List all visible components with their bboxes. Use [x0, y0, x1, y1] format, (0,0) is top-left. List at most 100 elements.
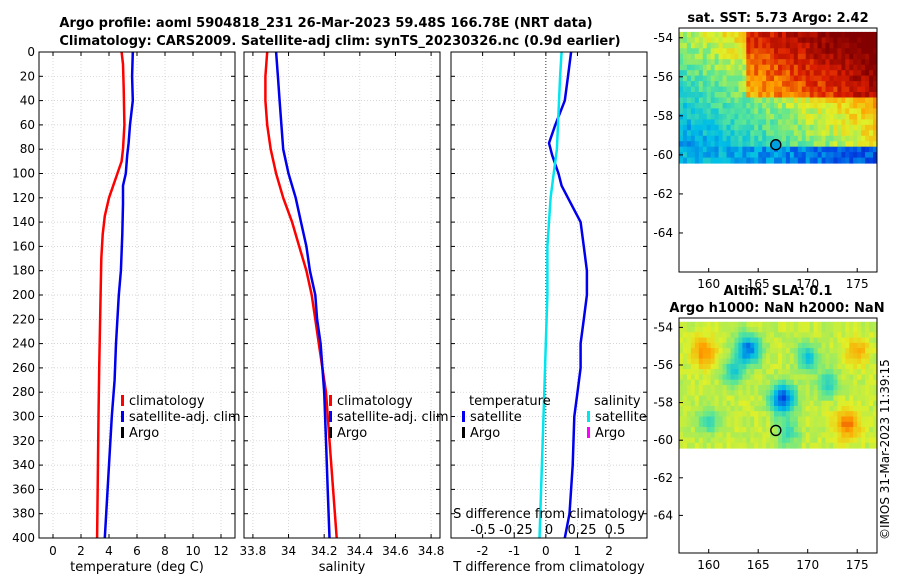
map-cell [726, 321, 731, 328]
map-cell [718, 342, 724, 349]
map-cell [694, 53, 700, 60]
legend-title-temperature: temperature [469, 394, 551, 409]
map-cell [698, 342, 704, 349]
map-cell [797, 337, 803, 344]
map-cell [702, 390, 708, 396]
map-cell [762, 337, 767, 344]
map-cell [805, 86, 811, 93]
series-line-climatology [95, 51, 126, 539]
map-cell [821, 384, 827, 391]
map-cell [861, 92, 866, 98]
map-cell [833, 135, 838, 142]
map-cell [813, 421, 819, 428]
map-cell [813, 113, 819, 120]
map-cell [778, 86, 783, 93]
map-cell [778, 400, 783, 407]
map-cell [873, 342, 878, 349]
map-cell [837, 442, 842, 449]
map-cell [750, 48, 755, 55]
map-cell [766, 92, 771, 98]
map-cell [754, 135, 759, 142]
map-cell [813, 406, 819, 412]
map-cell [849, 353, 854, 360]
map-cell [686, 374, 692, 381]
map-cell [758, 374, 763, 381]
map-cell [805, 395, 811, 402]
map-cell [833, 427, 838, 433]
map-cell [726, 416, 731, 423]
map-cell [873, 70, 878, 77]
map-cell [774, 395, 779, 402]
map-cell [789, 81, 795, 88]
map-cell [829, 92, 834, 98]
map-cell [770, 64, 775, 71]
map-cell [754, 427, 759, 433]
map-cell [825, 400, 830, 407]
map-cell [845, 337, 850, 344]
map-cell [801, 390, 807, 396]
map-cell [869, 411, 874, 417]
map-cell [679, 157, 684, 164]
map-cell [742, 157, 747, 164]
map-cell [726, 92, 731, 98]
map-cell [873, 141, 878, 148]
map-cell [774, 321, 779, 328]
map-cell [706, 432, 712, 439]
y-tick-label: 220 [12, 312, 35, 326]
map-cell [774, 70, 779, 77]
map-cell [754, 81, 759, 88]
map-cell [698, 390, 704, 396]
map-cell [797, 321, 803, 328]
map-cell [694, 146, 700, 153]
map-cell [754, 379, 759, 386]
map-cell [837, 348, 842, 354]
map-cell [833, 75, 838, 82]
map-cell [702, 416, 708, 423]
map-cell [686, 390, 692, 396]
map-cell [706, 103, 712, 109]
map-cell [686, 119, 692, 126]
map-cell [698, 53, 704, 60]
map-cell [738, 146, 743, 153]
map-cell [714, 64, 720, 71]
map-cell [742, 432, 747, 439]
map-cell [679, 135, 684, 142]
map-cell [785, 86, 791, 93]
map-cell [750, 146, 755, 153]
map-cell [750, 321, 755, 328]
map-cell [686, 342, 692, 349]
map-cell [865, 432, 870, 439]
map-cell [738, 64, 743, 71]
map-cell [817, 103, 823, 109]
map-cell [698, 75, 704, 82]
map-cell [750, 342, 755, 349]
map-cell [710, 374, 716, 381]
map-cell [837, 113, 842, 120]
map-cell [762, 442, 767, 449]
map-cell [841, 374, 846, 381]
map-cell [734, 146, 739, 153]
map-cell [686, 379, 692, 386]
map-cell [845, 421, 850, 428]
map-cell [801, 369, 807, 375]
map-cell [849, 342, 854, 349]
map-cell [762, 37, 767, 44]
map-cell [702, 411, 708, 417]
map-cell [730, 442, 735, 449]
map-cell [679, 384, 684, 391]
map-cell [722, 379, 728, 386]
map-cell [762, 384, 767, 391]
map-cell [849, 432, 854, 439]
map-cell [782, 379, 787, 386]
map-cell [710, 337, 716, 344]
map-cell [714, 363, 720, 370]
map-cell [849, 369, 854, 375]
map-cell [758, 442, 763, 449]
map-cell [841, 416, 846, 423]
map-cell [698, 369, 704, 375]
y-tick-label: 340 [12, 458, 35, 472]
map-cell [797, 416, 803, 423]
map-cell [762, 342, 767, 349]
map-cell [857, 416, 862, 423]
map-cell [801, 157, 807, 164]
